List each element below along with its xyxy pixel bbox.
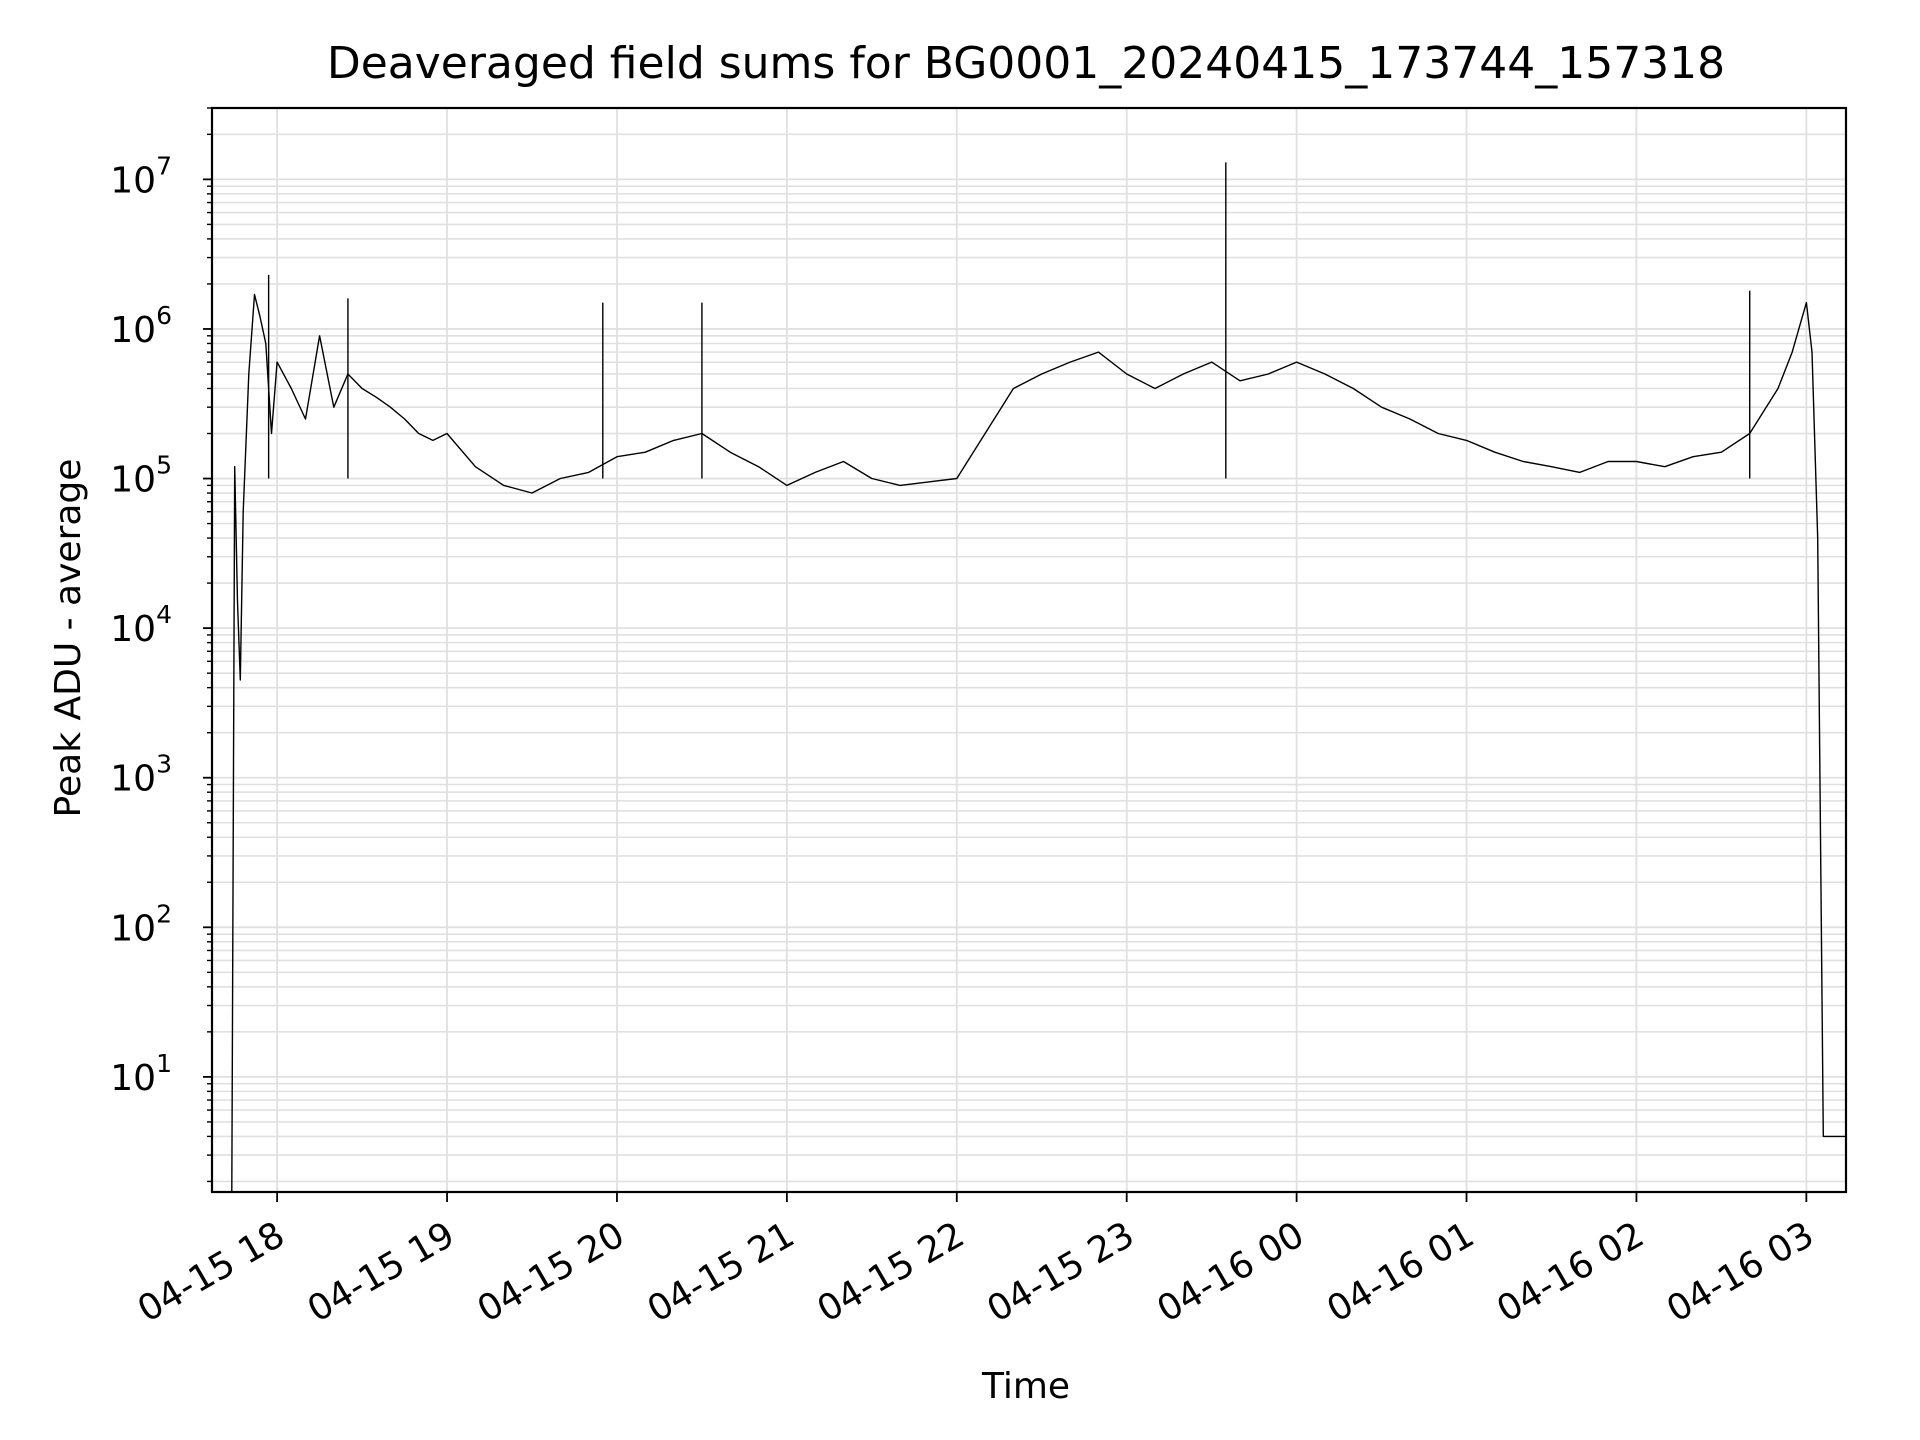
y-tick-label: 106 <box>110 301 172 351</box>
chart-title: Deaveraged field sums for BG0001_2024041… <box>327 38 1725 89</box>
y-tick-label: 103 <box>110 750 172 800</box>
series-line <box>231 293 1846 1193</box>
y-axis-label: Peak ADU - average <box>48 459 89 818</box>
axes-frame <box>210 106 1848 1194</box>
y-tick-label: 102 <box>110 899 172 949</box>
y-tick-label: 105 <box>110 451 172 501</box>
y-tick-label: 101 <box>110 1049 172 1099</box>
y-tick-label: 107 <box>110 151 172 201</box>
plot-area <box>231 162 1846 1193</box>
x-axis-label: Time <box>981 1366 1070 1407</box>
y-tick-label: 104 <box>110 600 172 650</box>
